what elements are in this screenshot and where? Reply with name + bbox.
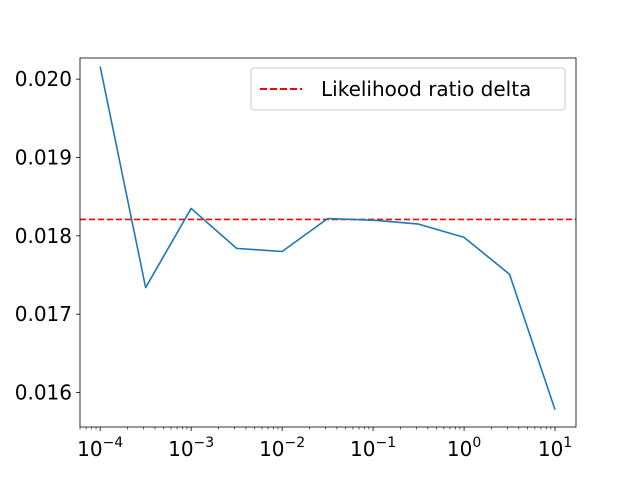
x-tick-label: 100: [447, 435, 481, 461]
legend-label: Likelihood ratio delta: [321, 77, 531, 101]
y-tick-label: 0.017: [15, 302, 72, 326]
x-tick-label: 10−2: [259, 435, 305, 461]
y-tick-label: 0.020: [15, 67, 72, 91]
ticks-layer: 10−4 10−3 10−2 10−1 100 101 0.016 0.017 0.018 0.0…: [15, 67, 572, 461]
y-tick-label: 0.018: [15, 224, 72, 248]
series-layer: [80, 66, 576, 411]
x-tick-label: 101: [538, 435, 572, 461]
axes-frame: [79, 57, 577, 428]
legend-box: [250, 67, 566, 111]
x-tick-label: 10−4: [77, 435, 123, 461]
y-tick-label: 0.016: [15, 381, 72, 405]
series-line-0: [99, 66, 556, 411]
legend: Likelihood ratio delta: [250, 67, 566, 111]
x-tick-label: 10−3: [168, 435, 214, 461]
x-tick-label: 10−1: [350, 435, 396, 461]
y-tick-label: 0.019: [15, 145, 72, 169]
